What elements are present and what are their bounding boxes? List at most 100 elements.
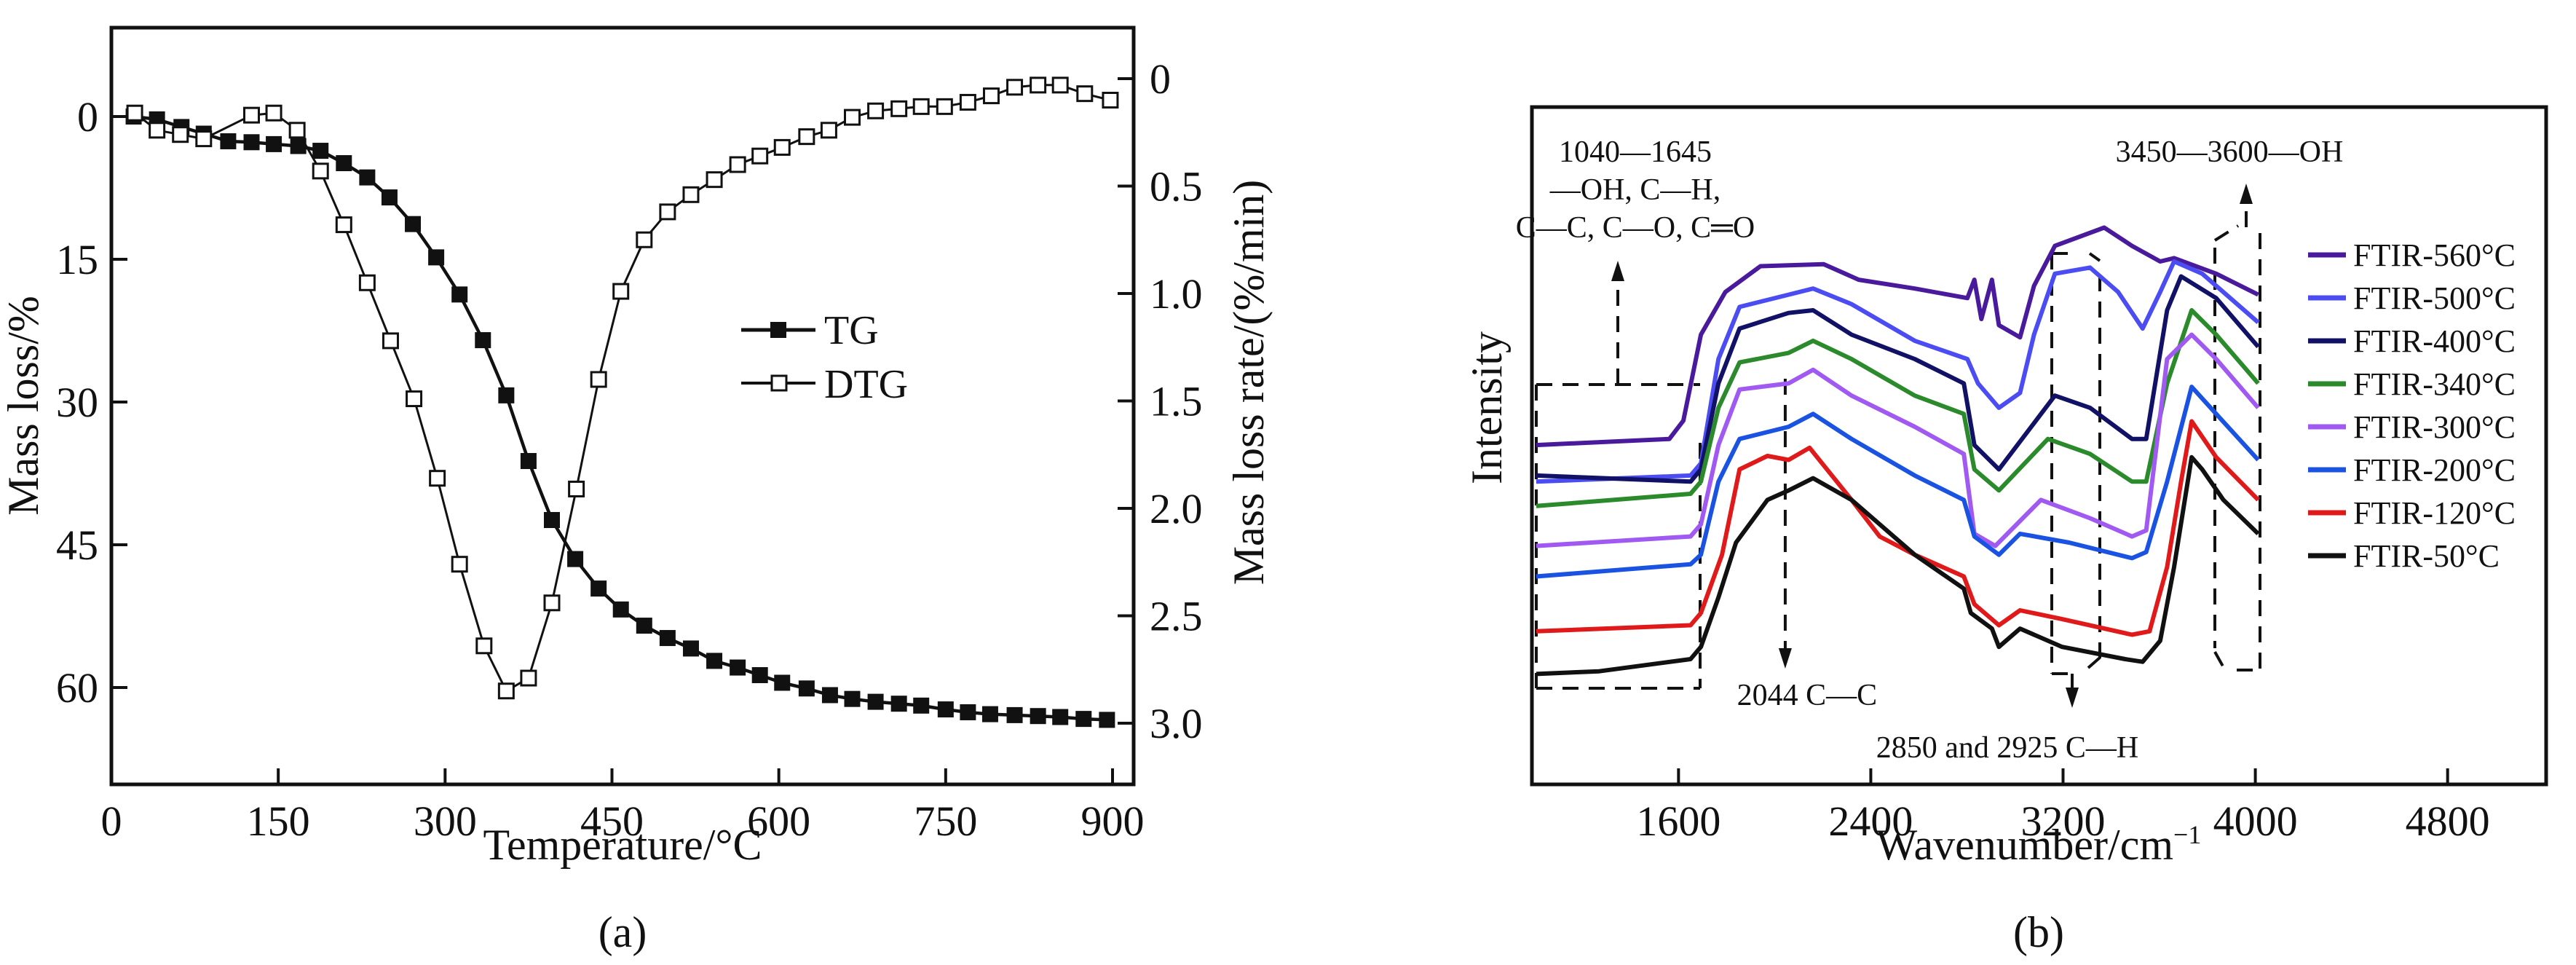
annotation-box-edge bbox=[2087, 656, 2101, 669]
chart-b-x-axis-title-text: Wavenumber/cm bbox=[1876, 821, 2173, 869]
legend-dtg-marker bbox=[770, 374, 788, 392]
dtg-point bbox=[195, 130, 213, 148]
x-tick-label: 4000 bbox=[2213, 797, 2298, 845]
dtg-point bbox=[936, 98, 953, 115]
tg-point bbox=[682, 640, 699, 657]
annotation-text: 3450—3600—OH bbox=[2116, 135, 2344, 169]
dtg-point bbox=[406, 390, 423, 408]
y-tick-label: 30 bbox=[56, 379, 98, 426]
x-tick-label: 4800 bbox=[2406, 797, 2490, 845]
annotation-box-edge bbox=[2213, 224, 2240, 242]
tg-point bbox=[498, 387, 515, 403]
annotation-text: 2850 and 2925 C—H bbox=[1876, 731, 2139, 765]
tg-point bbox=[706, 653, 723, 669]
dtg-point bbox=[335, 216, 352, 234]
dtg-point bbox=[475, 637, 493, 655]
x-tick-label: 300 bbox=[414, 797, 477, 845]
tg-point bbox=[359, 169, 376, 186]
tg-point bbox=[520, 453, 537, 470]
dtg-point bbox=[1076, 85, 1094, 103]
spectrum-line bbox=[1536, 454, 2260, 677]
dtg-point bbox=[867, 102, 885, 119]
chart-b-plot-frame bbox=[1530, 105, 2548, 787]
dtg-point bbox=[243, 106, 260, 124]
chart-b-y-axis-title: Intensity bbox=[1463, 331, 1511, 484]
annotation-text: 1040—1645 bbox=[1559, 135, 1712, 169]
chart-a-x-ticks: 0 150 300 450 600 750 900 bbox=[101, 768, 1145, 845]
dtg-point bbox=[1030, 76, 1047, 94]
legend-tg-label: TG bbox=[824, 308, 879, 353]
dtg-point bbox=[126, 104, 143, 122]
dtg-point bbox=[773, 138, 791, 156]
legend-tg: TG bbox=[741, 308, 879, 353]
chart-a-legend: TG DTG bbox=[741, 308, 908, 407]
dtg-point bbox=[149, 122, 166, 139]
dtg-line bbox=[134, 84, 1111, 693]
chart-b-x-axis-title: Wavenumber/cm−1 bbox=[1876, 820, 2202, 869]
dtg-point bbox=[520, 669, 537, 687]
tg-point bbox=[730, 659, 746, 676]
dtg-point bbox=[590, 371, 607, 388]
tg-point bbox=[612, 601, 629, 618]
chart-a-series bbox=[125, 76, 1119, 728]
tg-line bbox=[133, 114, 1107, 722]
tg-point bbox=[381, 189, 398, 206]
tg-point bbox=[1052, 709, 1069, 725]
tg-point bbox=[1099, 712, 1115, 728]
tg-point bbox=[290, 138, 307, 154]
chart-a-panel-label: (a) bbox=[598, 908, 647, 956]
tg-point bbox=[659, 630, 676, 647]
spectrum-line bbox=[1536, 259, 2260, 484]
tg-point bbox=[567, 551, 584, 567]
legend-label: FTIR-500°C bbox=[2353, 280, 2516, 316]
tg-point bbox=[590, 580, 607, 597]
annotation-box-edge bbox=[2088, 252, 2101, 262]
spectrum-line bbox=[1536, 332, 2260, 548]
arrow-up-icon bbox=[2240, 184, 2253, 204]
y-tick-label: 60 bbox=[56, 664, 98, 712]
tg-point bbox=[475, 332, 491, 349]
dtg-point bbox=[429, 470, 446, 487]
tg-point bbox=[1006, 706, 1023, 723]
legend-label: FTIR-400°C bbox=[2353, 323, 2516, 359]
dtg-point bbox=[912, 98, 930, 115]
y2-tick-label: 2.0 bbox=[1150, 485, 1203, 532]
tg-point bbox=[220, 133, 237, 149]
arrow-down-icon bbox=[2066, 688, 2079, 708]
y2-tick-label: 2.5 bbox=[1150, 593, 1203, 640]
spectrum-line bbox=[1536, 385, 2260, 579]
chart-b-x-axis-title-sup: −1 bbox=[2173, 820, 2201, 849]
legend-label: FTIR-340°C bbox=[2353, 366, 2516, 402]
legend-tg-marker bbox=[770, 322, 786, 338]
tg-point bbox=[636, 618, 652, 634]
dtg-point bbox=[959, 93, 976, 111]
dtg-point bbox=[798, 128, 815, 146]
dtg-point bbox=[497, 682, 515, 700]
chart-b-annotations: 1040—1645 —OH, C—H, C—C, C—O, C═O 2044 C—C 2… bbox=[1516, 135, 2344, 765]
legend-label: FTIR-560°C bbox=[2353, 237, 2516, 273]
chart-b-legend: FTIR-560°C FTIR-500°C FTIR-400°C FTIR-340°C… bbox=[2308, 237, 2516, 574]
spectrum-line bbox=[1536, 225, 2259, 448]
annotation-text: 2044 C—C bbox=[1737, 679, 1878, 712]
tg-point bbox=[266, 135, 283, 152]
chart-a-y2-axis-title: Mass loss rate/(%/min) bbox=[1225, 180, 1273, 586]
chart-a-y-axis-title: Mass loss/% bbox=[0, 296, 47, 516]
chart-b-panel-label: (b) bbox=[2013, 908, 2064, 956]
x-tick-label: 600 bbox=[747, 797, 810, 845]
tg-point bbox=[1075, 711, 1092, 728]
tg-point bbox=[821, 687, 838, 704]
annotation-box-edge bbox=[2213, 651, 2227, 671]
dtg-point bbox=[1102, 92, 1119, 109]
legend-label: FTIR-300°C bbox=[2353, 409, 2516, 445]
dtg-point bbox=[706, 171, 723, 189]
tg-point bbox=[243, 134, 260, 151]
dtg-point bbox=[729, 156, 746, 173]
chart-a-x-axis-title: Temperature/°C bbox=[483, 821, 762, 869]
y-tick-label: 0 bbox=[77, 93, 98, 141]
dtg-point bbox=[612, 283, 630, 300]
x-tick-label: 750 bbox=[914, 797, 977, 845]
dtg-point bbox=[543, 594, 561, 612]
x-tick-label: 450 bbox=[580, 797, 644, 845]
y-tick-label: 15 bbox=[56, 236, 98, 283]
